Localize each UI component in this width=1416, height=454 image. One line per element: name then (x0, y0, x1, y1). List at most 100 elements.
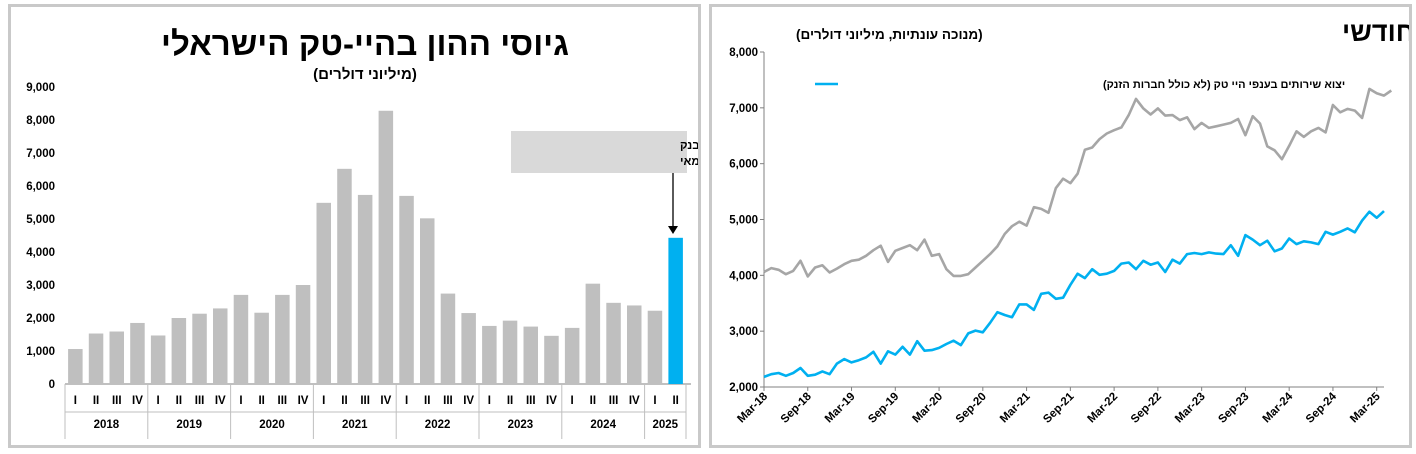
bar-chart-annotation: 2025 רבעון שני = אומדן בנק ישראל לפי נתו… (511, 131, 698, 234)
x-tick-label: Mar-24 (1261, 390, 1296, 425)
quarter-label: IV (546, 395, 557, 407)
x-tick-label: Sep-18 (779, 390, 815, 426)
quarter-label: I (239, 395, 242, 407)
quarter-label: I (571, 395, 574, 407)
y-tick-label: 2,000 (26, 313, 55, 325)
annotation-line-2: ישראל לפי נתוני אפריל/מאי (680, 155, 698, 168)
capital-raising-chart-panel: גיוסי ההון בהיי-טק הישראלי (מיליוני דולר… (8, 4, 701, 448)
annotation-line-1: 2025 רבעון שני = אומדן בנק (680, 140, 698, 152)
bar-2023-I (482, 325, 497, 384)
year-label: 2024 (590, 419, 616, 431)
y-tick-label: 6,000 (26, 181, 55, 193)
bar-2019-I (150, 335, 166, 384)
quarter-label: I (653, 395, 656, 407)
quarter-label: II (258, 395, 264, 407)
quarter-label: IV (215, 395, 226, 407)
line-chart-subtitle: (מנוכה עונתיות, מיליוני דולרים) (796, 27, 983, 42)
bar-2024-III (606, 302, 621, 384)
year-label: 2022 (425, 419, 451, 431)
bar-2022-I (399, 195, 414, 384)
line-chart-legend: יצוא שירותים בענפי היי טק (לא כולל חברות… (815, 78, 1345, 91)
line-chart-title: סך יצוא השירותים החודשי (1342, 17, 1409, 47)
y-tick-label: 7,000 (26, 148, 55, 160)
year-label: 2023 (508, 419, 534, 431)
bar-2023-III (523, 326, 538, 384)
line-chart-axes: 2,000 3,000 4,000 5,000 6,000 7,000 8,000 Mar-1… (729, 47, 1384, 426)
y-tick-label: 5,000 (26, 214, 55, 226)
service-exports-line-chart: סך יצוא השירותים החודשי (מנוכה עונתיות, … (729, 17, 1409, 426)
bar-2023-II (502, 320, 518, 384)
y-tick-label: 3,000 (26, 280, 55, 292)
bar-2020-I (233, 294, 249, 384)
bar-2021-III (357, 194, 373, 384)
quarter-label: II (341, 395, 347, 407)
bar-chart-title: גיוסי ההון בהיי-טק הישראלי (161, 25, 569, 62)
quarter-label: III (360, 395, 370, 407)
bar-2024-I (564, 327, 580, 384)
y-tick-label: 2,000 (729, 382, 758, 394)
bar-2025-I (647, 310, 663, 384)
y-tick-label: 7,000 (729, 103, 758, 115)
bar-2018-IV (130, 322, 145, 384)
x-tick-label: Sep-22 (1129, 391, 1164, 426)
quarter-label: III (526, 395, 536, 407)
quarter-label: II (507, 395, 513, 407)
quarter-label: IV (298, 395, 309, 407)
quarter-label: IV (629, 395, 640, 407)
bar-2025-II (668, 237, 683, 384)
quarter-label: II (424, 395, 430, 407)
year-label: 2019 (176, 419, 202, 431)
year-label: 2020 (259, 419, 285, 431)
bar-2018-III (109, 331, 124, 384)
x-tick-label: Mar-23 (1173, 391, 1208, 426)
quarter-label: III (195, 395, 205, 407)
x-tick-label: Mar-20 (910, 391, 945, 426)
bar-2018-II (88, 333, 104, 384)
bar-2022-III (440, 293, 456, 384)
x-tick-label: Mar-22 (1086, 391, 1121, 426)
quarter-label: II (672, 395, 678, 407)
y-tick-label: 1,000 (26, 346, 55, 358)
quarter-label: I (157, 395, 160, 407)
y-tick-label: 6,000 (729, 159, 758, 171)
y-tick-label: 4,000 (26, 247, 55, 259)
y-tick-label: 0 (49, 379, 55, 391)
bar-2019-II (171, 318, 187, 384)
quarter-label: III (278, 395, 288, 407)
x-tick-label: Sep-24 (1304, 390, 1340, 426)
x-tick-label: Sep-21 (1041, 390, 1077, 426)
y-tick-label: 9,000 (26, 82, 55, 94)
bar-chart-bars (68, 110, 683, 384)
bar-2024-IV (627, 305, 642, 384)
y-tick-label: 5,000 (729, 215, 758, 227)
bar-2020-III (275, 294, 290, 384)
year-label: 2025 (653, 419, 679, 431)
y-tick-label: 8,000 (729, 47, 758, 59)
quarter-label: III (443, 395, 453, 407)
x-tick-label: Mar-21 (998, 390, 1033, 425)
quarter-label: I (405, 395, 408, 407)
bar-2022-II (420, 218, 435, 384)
year-label: 2018 (94, 419, 120, 431)
series-line-total (763, 87, 1393, 278)
legend-label-hightech: יצוא שירותים בענפי היי טק (לא כולל חברות… (1103, 78, 1345, 91)
bar-2021-I (316, 202, 331, 384)
quarter-label: II (590, 395, 596, 407)
bar-2019-IV (213, 308, 228, 384)
annotation-arrowhead (668, 226, 678, 234)
quarter-label: I (322, 395, 325, 407)
series-line-hightech (763, 210, 1385, 379)
quarter-label: I (74, 395, 77, 407)
bar-2019-III (192, 313, 207, 384)
quarter-label: II (176, 395, 182, 407)
bar-2022-IV (461, 313, 476, 384)
quarter-label: IV (380, 395, 391, 407)
bar-2020-IV (295, 285, 311, 384)
line-chart-series (763, 87, 1393, 379)
quarter-label: II (93, 395, 99, 407)
x-tick-label: Sep-19 (866, 391, 901, 426)
quarter-label: IV (132, 395, 143, 407)
annotation-box (511, 131, 687, 173)
quarter-label: I (488, 395, 491, 407)
